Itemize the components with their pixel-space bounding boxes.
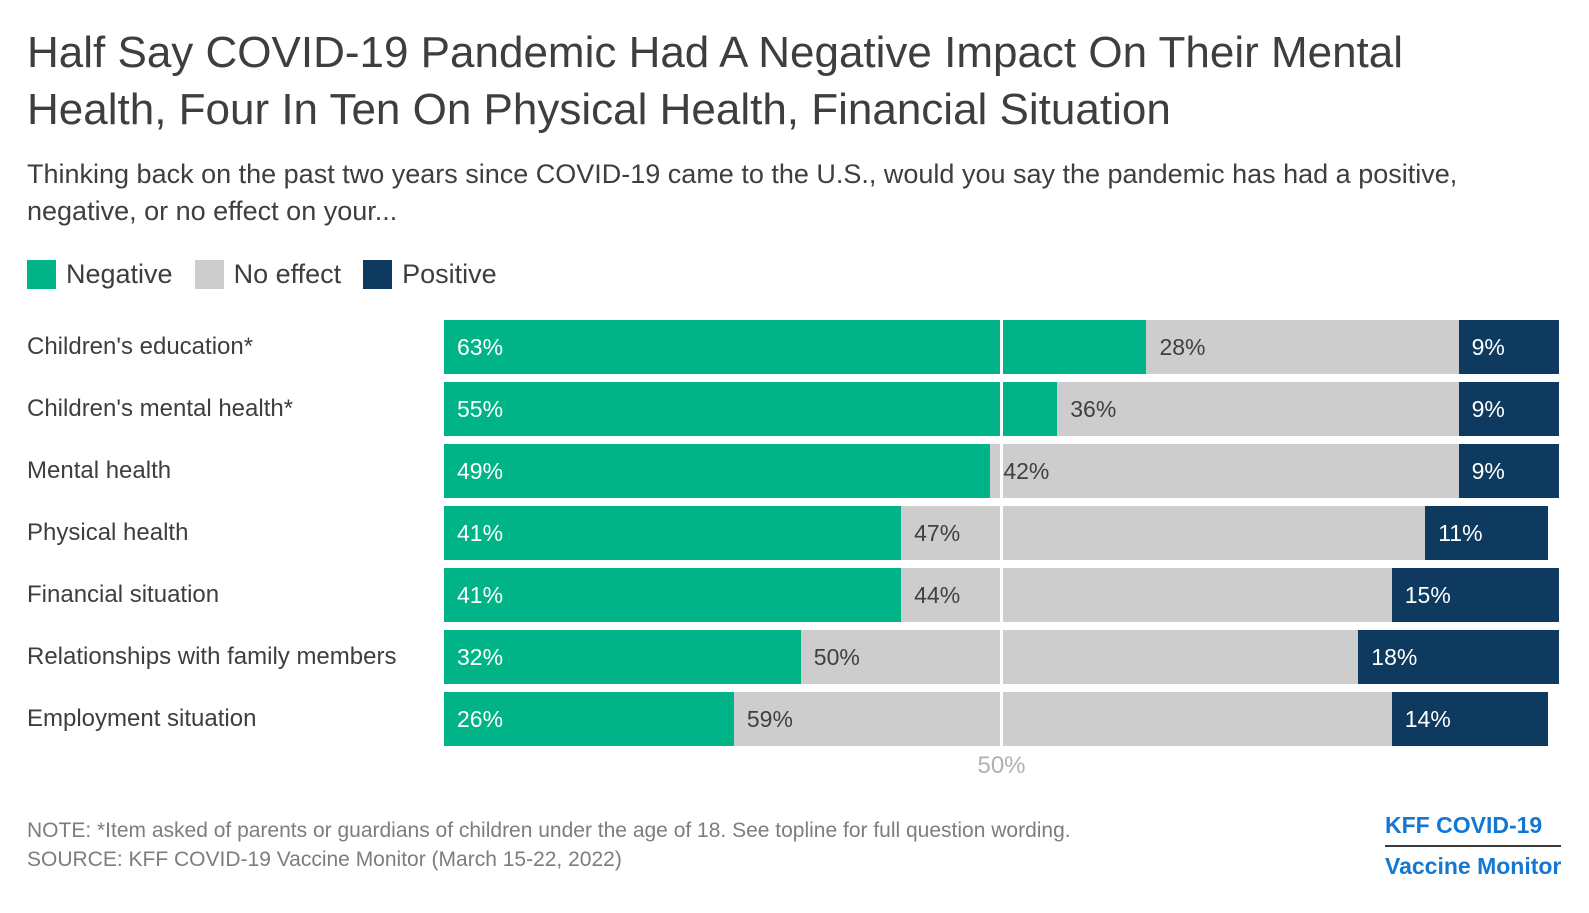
category-label: Financial situation [27,581,220,608]
bar-row: Mental health 49% 42% 9% [0,444,1589,498]
bar-stack: 41% 47% 11% [444,506,1559,560]
bar-segment-negative: 26% [444,692,734,746]
legend-swatch-no-effect [194,260,224,289]
bar-segment-no-effect: 44% [901,568,1392,622]
legend-label: No effect [233,259,342,289]
legend-label: Positive [402,259,497,289]
bar-stack: 32% 50% 18% [444,630,1559,684]
chart-title: Half Say COVID-19 Pandemic Had A Negativ… [27,28,1404,135]
legend-item-no-effect: No effect [194,259,342,290]
bar-row: Employment situation 26% 59% 14% [0,692,1589,746]
bar-segment-no-effect: 47% [901,506,1426,560]
bar-segment-negative: 41% [444,506,902,560]
bar-segment-positive: 18% [1358,630,1559,684]
axis-tick-label-50: 50% [977,752,1026,779]
bar-segment-negative: 55% [444,382,1058,436]
bar-row: Financial situation 41% 44% 15% [0,568,1589,622]
bar-row: Relationships with family members 32% 50% 1… [0,630,1589,684]
legend-swatch-positive [363,260,393,289]
chart-subtitle: Thinking back on the past two years sinc… [27,159,1458,227]
bar-row: Physical health 41% 47% 11% [0,506,1589,560]
bar-segment-positive: 11% [1425,506,1548,560]
category-label: Employment situation [27,705,257,732]
source-text: SOURCE: KFF COVID-19 Vaccine Monitor (Ma… [27,847,622,871]
legend-label: Negative [66,259,173,289]
bar-segment-positive: 9% [1458,320,1559,374]
kff-logo-rule [1385,844,1562,847]
kff-logo-line1: KFF COVID-19 [1385,812,1543,838]
kff-logo[interactable]: KFF COVID-19 Vaccine Monitor [1385,812,1562,880]
bar-segment-no-effect: 59% [733,692,1392,746]
category-label: Relationships with family members [27,643,397,670]
bar-row: Children's mental health* 55% 36% 9% [0,382,1589,436]
note-text: NOTE: *Item asked of parents or guardian… [27,819,1071,842]
footer: NOTE: *Item asked of parents or guardian… [27,817,1071,875]
bar-segment-no-effect: 50% [800,630,1359,684]
category-label: Mental health [27,457,172,484]
bar-stack: 41% 44% 15% [444,568,1559,622]
bar-segment-negative: 49% [444,444,991,498]
bar-stack: 49% 42% 9% [444,444,1559,498]
gridline-50-percent [1000,320,1003,746]
bar-segment-positive: 9% [1458,382,1559,436]
stacked-bar-chart: Children's education* 63% 28% 9% Children's … [0,320,1589,746]
bar-segment-negative: 63% [444,320,1147,374]
legend: Negative No effect Positive [27,259,497,290]
bar-segment-no-effect: 42% [990,444,1459,498]
category-label: Physical health [27,519,189,546]
legend-swatch-negative [27,260,56,289]
category-label: Children's education* [27,333,254,360]
bar-stack: 26% 59% 14% [444,692,1559,746]
bar-segment-positive: 15% [1391,568,1559,622]
bar-segment-negative: 32% [444,630,801,684]
legend-item-negative: Negative [27,259,173,290]
bar-segment-negative: 41% [444,568,902,622]
category-label: Children's mental health* [27,395,294,422]
legend-item-positive: Positive [363,259,497,290]
bar-row: Children's education* 63% 28% 9% [0,320,1589,374]
bar-segment-no-effect: 36% [1057,382,1459,436]
bar-stack: 55% 36% 9% [444,382,1559,436]
bar-segment-no-effect: 28% [1146,320,1459,374]
bar-segment-positive: 9% [1458,444,1559,498]
bar-stack: 63% 28% 9% [444,320,1559,374]
bar-segment-positive: 14% [1391,692,1548,746]
kff-logo-line2: Vaccine Monitor [1385,852,1562,879]
